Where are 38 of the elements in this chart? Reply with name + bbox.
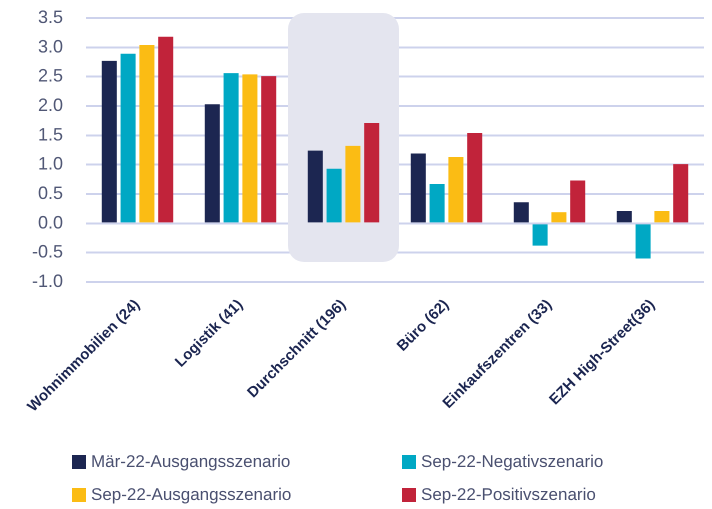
bar <box>448 157 464 222</box>
bar <box>204 104 220 222</box>
bar <box>551 212 566 222</box>
y-tick-label: 0.0 <box>38 212 63 232</box>
bar <box>673 164 688 222</box>
legend-label: Sep-22-Positivszenario <box>421 485 596 505</box>
y-tick-label: 2.5 <box>38 66 63 86</box>
bar <box>120 54 136 222</box>
y-tick-label: 1.0 <box>38 154 63 174</box>
bar <box>261 76 276 222</box>
bar <box>224 73 239 222</box>
bar <box>430 184 445 222</box>
y-tick-label: 2.0 <box>38 94 63 115</box>
bar <box>242 74 258 222</box>
y-tick-label: 3.0 <box>38 36 63 56</box>
bar <box>308 150 323 222</box>
bar <box>514 202 529 222</box>
bar <box>616 211 632 222</box>
bar <box>158 36 174 222</box>
bar <box>467 132 482 222</box>
y-tick-label: 3.5 <box>38 6 63 27</box>
bar <box>364 123 380 222</box>
y-tick-label: 1.5 <box>38 124 63 144</box>
bar <box>654 211 670 222</box>
bar <box>636 224 651 259</box>
bar <box>102 60 117 222</box>
legend-label: Mär-22-Ausgangsszenario <box>91 452 290 472</box>
bar <box>139 44 154 222</box>
y-tick-label: -0.5 <box>32 242 63 262</box>
bar <box>326 168 342 222</box>
legend-label: Sep-22-Negativszenario <box>421 452 604 472</box>
bar <box>570 180 586 222</box>
y-tick-label: 0.5 <box>38 182 63 203</box>
bar <box>345 146 360 222</box>
bar <box>410 154 426 222</box>
legend-label: Sep-22-Ausgangsszenario <box>91 485 292 505</box>
bar <box>532 224 548 246</box>
y-tick-label: -1.0 <box>32 270 63 291</box>
